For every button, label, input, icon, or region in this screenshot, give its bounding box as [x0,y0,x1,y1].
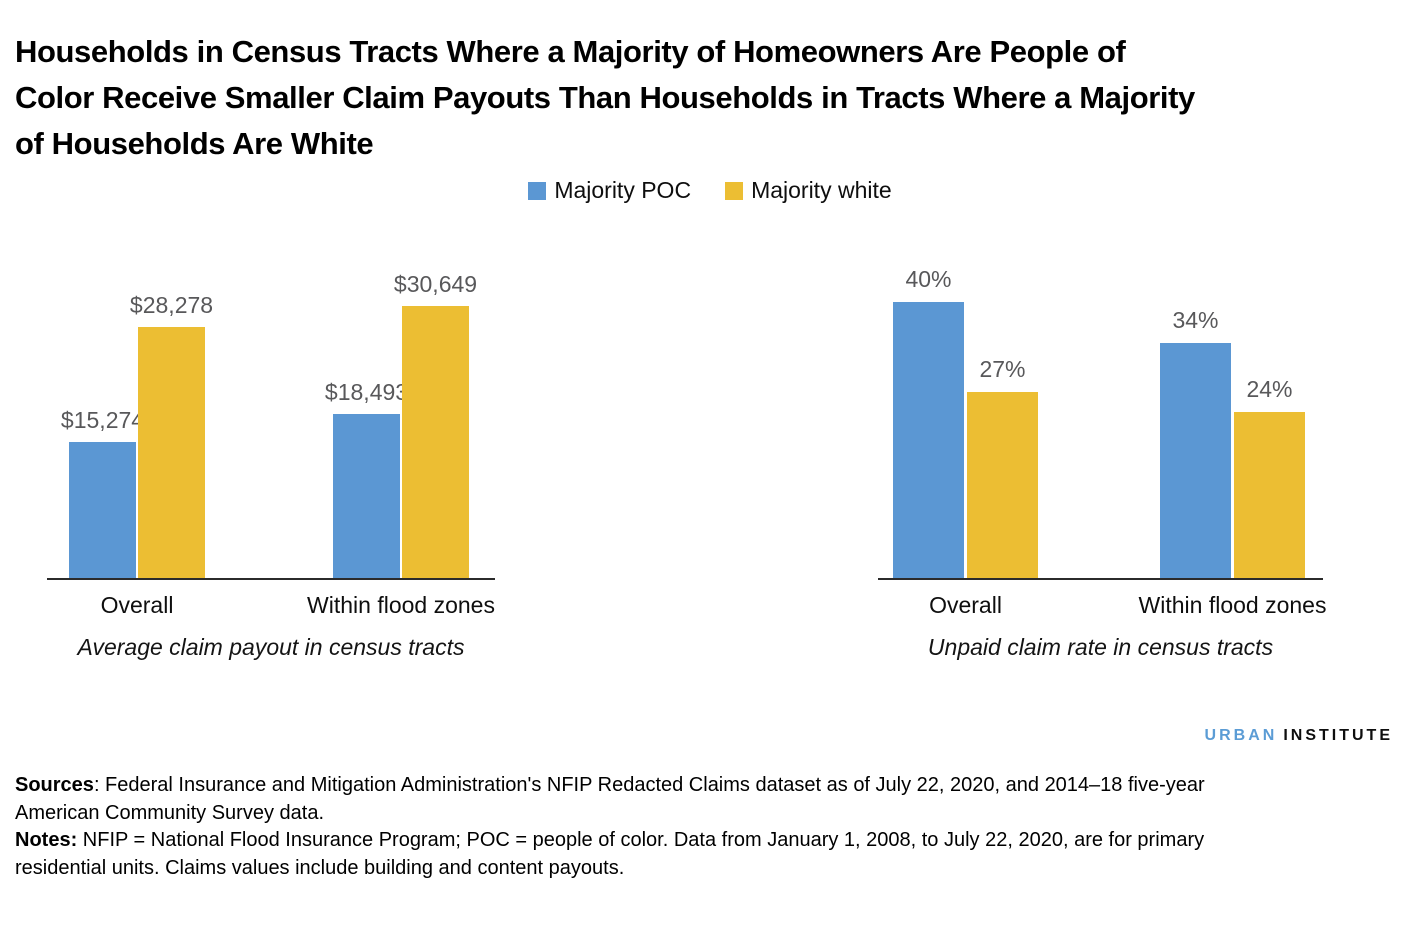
figure-title-line: Color Receive Smaller Claim Payouts Than… [15,79,1195,115]
legend-label-majority-white: Majority white [751,177,892,203]
bar-majority-poc-within-flood-zones [333,414,400,578]
bar-majority-white-within-flood-zones [402,306,469,578]
bar-majority-poc-overall [69,442,136,578]
bar-value-label-majority-poc-overall: 40% [905,266,952,292]
logo-institute-text: INSTITUTE [1283,727,1393,744]
sources-label: Sources [15,774,94,796]
category-label-within-flood-zones: Within flood zones [307,592,495,618]
legend-item-majority-poc: Majority POC [528,177,691,204]
sources-text: : Federal Insurance and Mitigation Admin… [15,774,1205,824]
unpaid-rate-chart-plot: 40% 27% 34% 24% [878,250,1323,580]
bar-value-label-majority-poc-within-flood-zones: $18,493 [324,379,409,405]
category-label-within-flood-zones: Within flood zones [1138,592,1327,618]
figure-title-line: of Households Are White [15,125,374,161]
bar-value-label-majority-white-overall: $28,278 [129,292,214,318]
notes-note: Notes: NFIP = National Flood Insurance P… [15,827,1205,882]
unpaid-rate-chart-caption: Unpaid claim rate in census tracts [927,634,1274,660]
urban-institute-logo: URBAN INSTITUTE [1205,727,1393,745]
unpaid-rate-chart: 40% 27% 34% 24% Unpaid claim rate in census… [878,250,1326,680]
logo-urban-text: URBAN [1204,727,1278,744]
payout-chart: $15,274 $28,278 $18,493 $30,649 Average cla… [47,250,495,680]
legend-swatch-poc-icon [528,181,547,200]
legend-item-majority-white: Majority white [725,177,892,204]
bar-majority-poc-within-flood-zones [1160,343,1231,578]
payout-chart-caption: Average claim payout in census tracts [77,634,465,660]
sources-note: Sources: Federal Insurance and Mitigatio… [15,772,1205,827]
bar-value-label-majority-white-within-flood-zones: 24% [1246,376,1293,402]
bar-majority-white-overall [967,392,1038,578]
bar-majority-white-within-flood-zones [1234,412,1305,578]
payout-chart-plot: $15,274 $28,278 $18,493 $30,649 [47,250,495,580]
footnotes: Sources: Federal Insurance and Mitigatio… [15,772,1205,882]
category-label-overall: Overall [100,592,174,618]
bar-value-label-majority-white-within-flood-zones: $30,649 [393,271,478,297]
notes-text: NFIP = National Flood Insurance Program;… [15,829,1205,879]
bar-value-label-majority-white-overall: 27% [979,356,1026,382]
legend-swatch-white-icon [725,181,744,200]
figure-title-line: Households in Census Tracts Where a Majo… [15,33,1126,69]
legend: Majority POC Majority white [0,177,1420,204]
figure-title: Households in Census Tracts Where a Majo… [15,29,1413,167]
bar-value-label-majority-poc-overall: $15,274 [60,407,145,433]
notes-label: Notes: [15,829,78,851]
legend-label-majority-poc: Majority POC [554,177,692,203]
bar-value-label-majority-poc-within-flood-zones: 34% [1172,307,1219,333]
category-label-overall: Overall [929,592,1002,618]
bar-majority-white-overall [138,327,205,578]
bar-majority-poc-overall [893,302,964,578]
